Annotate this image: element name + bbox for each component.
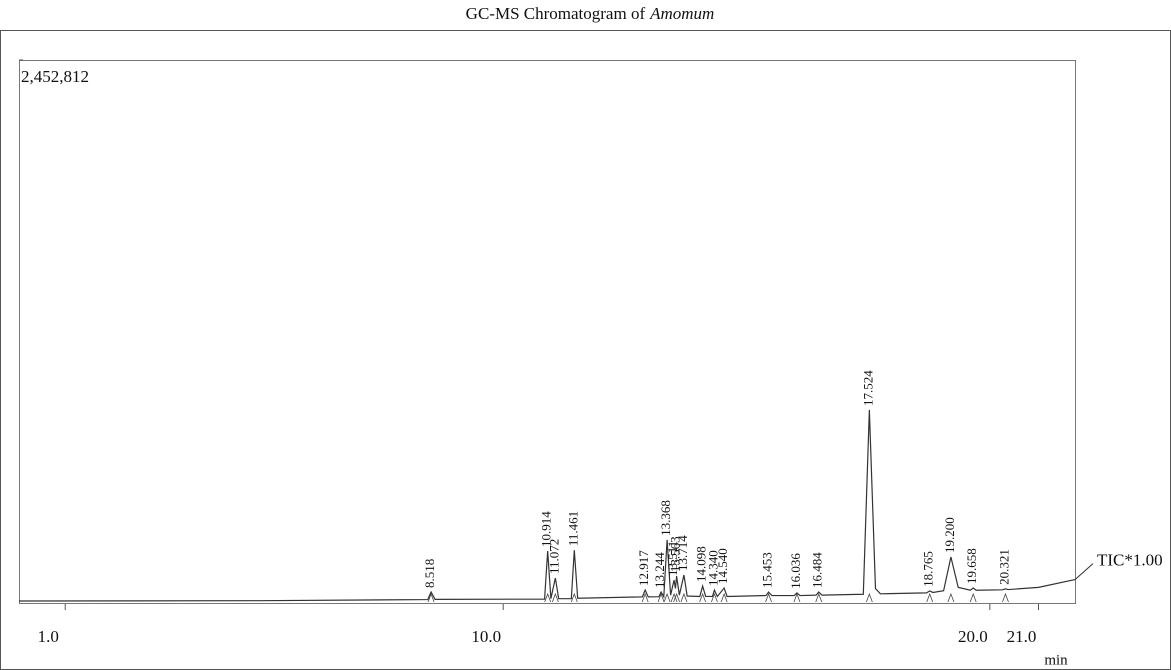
peak-label: 15.453 <box>760 552 775 588</box>
peak-label: 17.524 <box>860 370 875 406</box>
peak-marker <box>657 592 665 603</box>
peak-label: 16.036 <box>788 553 803 589</box>
peak-marker <box>663 592 671 603</box>
x-tick-label: 1.0 <box>38 627 59 646</box>
peak-label: 13.368 <box>658 500 673 536</box>
frame <box>0 30 1171 670</box>
peak-marker <box>544 592 552 603</box>
peak-marker <box>711 592 718 603</box>
x-axis-label: min <box>1044 652 1068 668</box>
legend-leader <box>1074 563 1094 580</box>
plot-area <box>19 60 1076 604</box>
peak-label: 13.244 <box>652 552 667 588</box>
peak-marker <box>969 592 977 603</box>
x-tick-label: 10.0 <box>471 627 501 646</box>
peak-label: 10.914 <box>539 511 554 547</box>
peak-label: 13.714 <box>675 535 690 571</box>
chart-title: GC-MS Chromatogram of Amomum <box>466 4 715 23</box>
peak-label: 13.511 <box>665 541 680 576</box>
peak-label: 16.484 <box>810 552 825 588</box>
title-text: GC-MS Chromatogram of <box>466 4 646 23</box>
peak-marker <box>427 592 435 603</box>
peak-marker <box>947 592 955 603</box>
title-species: Amomum <box>649 4 714 23</box>
peak-label: 14.540 <box>715 548 730 584</box>
peak-label: 11.461 <box>565 511 580 546</box>
peak-marker <box>551 592 559 603</box>
peak-label: 14.098 <box>694 546 709 582</box>
peak-marker <box>926 592 934 603</box>
x-tick-label: 20.0 <box>958 627 988 646</box>
peak-label: 20.321 <box>996 549 1011 585</box>
peak-marker <box>570 592 578 603</box>
peak-label: 11.072 <box>546 539 561 574</box>
peak-label: 19.200 <box>942 517 957 553</box>
peak-marker <box>720 592 728 603</box>
peak-marker <box>865 592 873 603</box>
peak-label: 18.765 <box>921 551 936 587</box>
x-tick-label: 21.0 <box>1007 627 1037 646</box>
peak-marker <box>680 592 688 603</box>
peak-marker <box>670 592 678 603</box>
y-tick-label: 2,452,812 <box>21 67 89 86</box>
legend-label: TIC*1.00 <box>1097 551 1163 570</box>
peak-marker <box>673 592 680 603</box>
peak-marker <box>641 592 649 603</box>
peak-label: 19.658 <box>964 548 979 584</box>
peak-label: 12.917 <box>636 550 651 586</box>
peak-label: 13.563 <box>668 536 683 572</box>
trace <box>18 409 1076 602</box>
peak-marker <box>793 592 801 603</box>
peak-marker <box>1002 592 1009 603</box>
peak-marker <box>699 592 707 603</box>
peak-marker <box>815 592 823 603</box>
peak-label: 14.340 <box>705 550 720 586</box>
peak-marker <box>765 592 772 603</box>
peak-label: 8.518 <box>422 559 437 588</box>
